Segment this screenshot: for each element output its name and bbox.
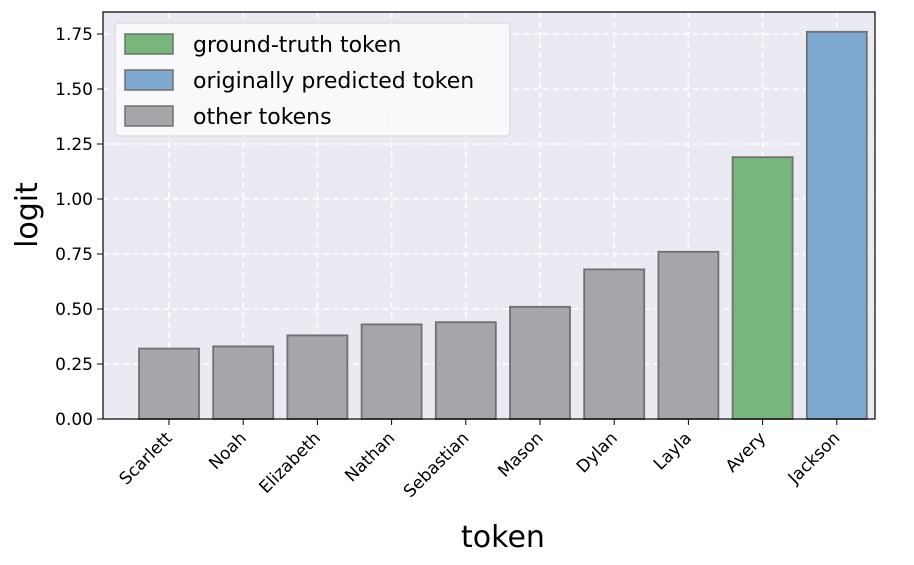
y-tick-label: 1.50 bbox=[55, 80, 93, 100]
x-axis-label: token bbox=[461, 520, 545, 555]
bar-scarlett bbox=[138, 347, 200, 420]
y-axis-label: logit bbox=[10, 182, 45, 248]
x-tick-label: Elizabeth bbox=[255, 428, 324, 497]
y-tick-label: 1.75 bbox=[55, 25, 93, 45]
x-tick-label: Avery bbox=[722, 428, 770, 476]
x-tick-label: Mason bbox=[494, 428, 547, 481]
legend-label-ground_truth: ground-truth token bbox=[193, 33, 401, 58]
bar-mason bbox=[509, 305, 571, 420]
bar-jackson bbox=[805, 30, 868, 420]
y-tick-label: 1.00 bbox=[55, 190, 93, 210]
y-tick-label: 0.00 bbox=[55, 410, 93, 430]
y-tick-label: 0.50 bbox=[55, 300, 93, 320]
legend-swatch-other bbox=[124, 105, 174, 127]
bar-layla bbox=[657, 250, 720, 420]
y-tick-label: 0.25 bbox=[55, 355, 93, 375]
y-axis-ticks: 0.00 0.25 0.50 0.75 1.00 1.25 1.50 1.75 bbox=[55, 25, 103, 430]
legend-label-predicted: originally predicted token bbox=[193, 69, 474, 94]
bar-noah bbox=[212, 345, 275, 420]
legend: ground-truth token originally predicted t… bbox=[114, 22, 511, 137]
legend-swatch-predicted bbox=[124, 69, 174, 91]
x-axis-ticks: Scarlett Noah Elizabeth Nathan Sebastian Maso… bbox=[116, 419, 845, 502]
legend-box bbox=[114, 22, 511, 137]
bar-nathan bbox=[360, 323, 423, 420]
legend-label-other: other tokens bbox=[193, 105, 332, 130]
x-tick-label: Scarlett bbox=[116, 428, 177, 489]
x-tick-label: Sebastian bbox=[400, 428, 473, 501]
bars bbox=[138, 30, 868, 420]
bar-sebastian bbox=[434, 321, 497, 420]
plot-frame bbox=[102, 11, 876, 420]
legend-swatch-ground_truth bbox=[124, 33, 174, 55]
y-tick-label: 1.25 bbox=[55, 135, 93, 155]
y-tick-label: 0.75 bbox=[55, 245, 93, 265]
bar-elizabeth bbox=[286, 334, 349, 420]
bar-avery bbox=[731, 156, 794, 420]
bar-dylan bbox=[583, 268, 646, 420]
x-tick-label: Dylan bbox=[573, 428, 622, 477]
x-tick-label: Noah bbox=[205, 428, 250, 473]
x-tick-label: Jackson bbox=[784, 428, 845, 489]
x-tick-label: Layla bbox=[650, 428, 696, 474]
x-tick-label: Nathan bbox=[341, 428, 399, 486]
